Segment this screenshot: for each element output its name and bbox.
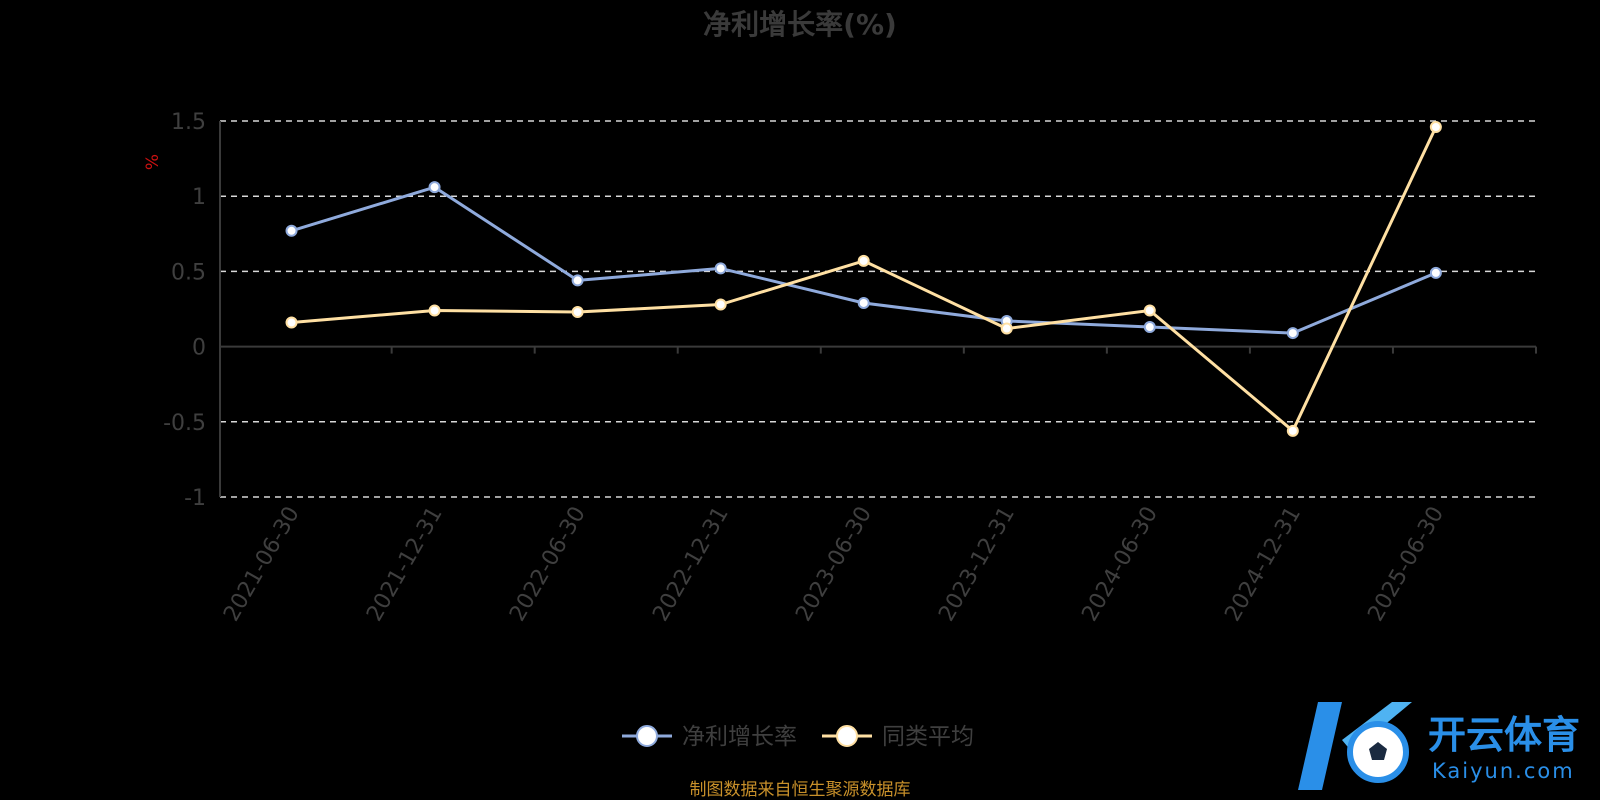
- watermark-logo: 开云体育 Kaiyun.com: [1298, 702, 1580, 790]
- y-tick-label: -1: [184, 486, 206, 511]
- x-tick-label: 2024-12-31: [1220, 503, 1306, 626]
- chart-title: 净利增长率(%): [703, 8, 897, 41]
- data-point-series-1[interactable]: [1286, 327, 1299, 340]
- x-tick-label: 2022-06-30: [505, 503, 591, 626]
- data-point-series-2[interactable]: [1286, 424, 1299, 437]
- data-point-series-1[interactable]: [1143, 321, 1156, 334]
- x-tick-labels: 2021-06-30 2021-12-31 2022-06-30 2022-12-31…: [219, 502, 1449, 625]
- data-point-series-1[interactable]: [571, 274, 584, 287]
- data-point-series-2[interactable]: [857, 254, 870, 267]
- x-tick-label: 2024-06-30: [1077, 503, 1163, 626]
- legend-marker-series-2: [836, 725, 858, 747]
- data-point-series-1[interactable]: [1429, 266, 1442, 279]
- legend-marker-series-1: [636, 725, 658, 747]
- data-point-series-2[interactable]: [1000, 322, 1013, 335]
- axes: [219, 121, 1537, 497]
- k-soccer-ball-logo-icon: [1298, 702, 1412, 790]
- grid-lines: [220, 120, 1536, 498]
- y-tick-label: 0.5: [171, 260, 206, 285]
- legend-label-series-1: 净利增长率: [682, 724, 797, 750]
- y-tick-label: 0: [192, 336, 206, 361]
- data-point-series-1[interactable]: [714, 262, 727, 275]
- x-tick-label: 2025-06-30: [1363, 503, 1449, 626]
- y-axis-unit: %: [143, 154, 163, 170]
- data-point-series-1[interactable]: [285, 224, 298, 237]
- legend-item-series-1[interactable]: 净利增长率: [622, 724, 797, 750]
- data-point-series-2[interactable]: [571, 306, 584, 319]
- x-tick-label: 2023-06-30: [791, 503, 877, 626]
- x-tick-label: 2021-12-31: [362, 502, 448, 625]
- data-point-series-1[interactable]: [428, 181, 441, 194]
- y-tick-label: 1: [192, 185, 206, 210]
- data-source-note: 制图数据来自恒生聚源数据库: [690, 780, 911, 800]
- x-tick-label: 2023-12-31: [934, 503, 1020, 626]
- series-line-2: [291, 126, 1438, 433]
- series-layer: [285, 121, 1442, 437]
- x-tick-label: 2022-12-31: [648, 503, 734, 626]
- legend: 净利增长率 同类平均: [622, 724, 974, 750]
- y-tick-label: 1.5: [171, 110, 206, 135]
- data-point-series-2[interactable]: [1143, 304, 1156, 317]
- legend-item-series-2[interactable]: 同类平均: [822, 724, 974, 750]
- y-tick-label: -0.5: [163, 411, 206, 436]
- data-point-series-2[interactable]: [285, 316, 298, 329]
- data-point-series-2[interactable]: [1429, 121, 1442, 134]
- data-point-series-2[interactable]: [714, 298, 727, 311]
- x-tick-label: 2021-06-30: [219, 503, 305, 626]
- watermark-brand: 开云体育: [1428, 713, 1580, 757]
- watermark-domain: Kaiyun.com: [1432, 759, 1575, 783]
- data-point-series-2[interactable]: [428, 304, 441, 317]
- legend-label-series-2: 同类平均: [882, 724, 974, 750]
- y-tick-labels: 1.5 1 0.5 0 -0.5 -1: [163, 110, 206, 511]
- data-point-series-1[interactable]: [857, 296, 870, 309]
